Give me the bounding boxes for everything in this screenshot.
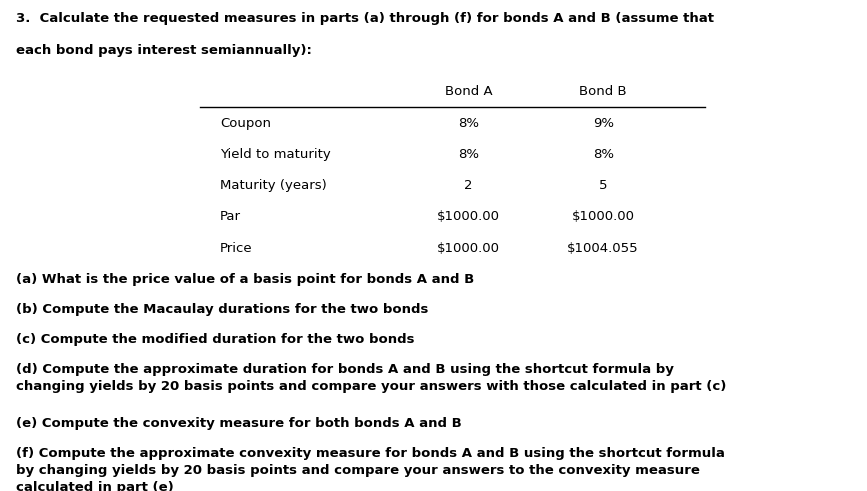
Text: 9%: 9% xyxy=(593,116,614,130)
Text: (e) Compute the convexity measure for both bonds A and B: (e) Compute the convexity measure for bo… xyxy=(16,417,462,430)
Text: Price: Price xyxy=(220,242,252,254)
Text: $1000.00: $1000.00 xyxy=(437,210,500,223)
Text: 2: 2 xyxy=(465,179,473,192)
Text: Par: Par xyxy=(220,210,241,223)
Text: 8%: 8% xyxy=(458,148,479,161)
Text: Yield to maturity: Yield to maturity xyxy=(220,148,331,161)
Text: each bond pays interest semiannually):: each bond pays interest semiannually): xyxy=(16,44,312,57)
Text: (a) What is the price value of a basis point for bonds A and B: (a) What is the price value of a basis p… xyxy=(16,273,474,286)
Text: $1004.055: $1004.055 xyxy=(567,242,639,254)
Text: 5: 5 xyxy=(599,179,608,192)
Text: 8%: 8% xyxy=(458,116,479,130)
Text: 8%: 8% xyxy=(593,148,614,161)
Text: $1000.00: $1000.00 xyxy=(571,210,635,223)
Text: (f) Compute the approximate convexity measure for bonds A and B using the shortc: (f) Compute the approximate convexity me… xyxy=(16,447,725,491)
Text: (c) Compute the modified duration for the two bonds: (c) Compute the modified duration for th… xyxy=(16,333,414,346)
Text: Maturity (years): Maturity (years) xyxy=(220,179,327,192)
Text: Bond B: Bond B xyxy=(579,85,627,98)
Text: $1000.00: $1000.00 xyxy=(437,242,500,254)
Text: (d) Compute the approximate duration for bonds A and B using the shortcut formul: (d) Compute the approximate duration for… xyxy=(16,363,727,393)
Text: Bond A: Bond A xyxy=(445,85,492,98)
Text: (b) Compute the Macaulay durations for the two bonds: (b) Compute the Macaulay durations for t… xyxy=(16,303,428,316)
Text: Coupon: Coupon xyxy=(220,116,271,130)
Text: 3.  Calculate the requested measures in parts (a) through (f) for bonds A and B : 3. Calculate the requested measures in p… xyxy=(16,12,714,26)
